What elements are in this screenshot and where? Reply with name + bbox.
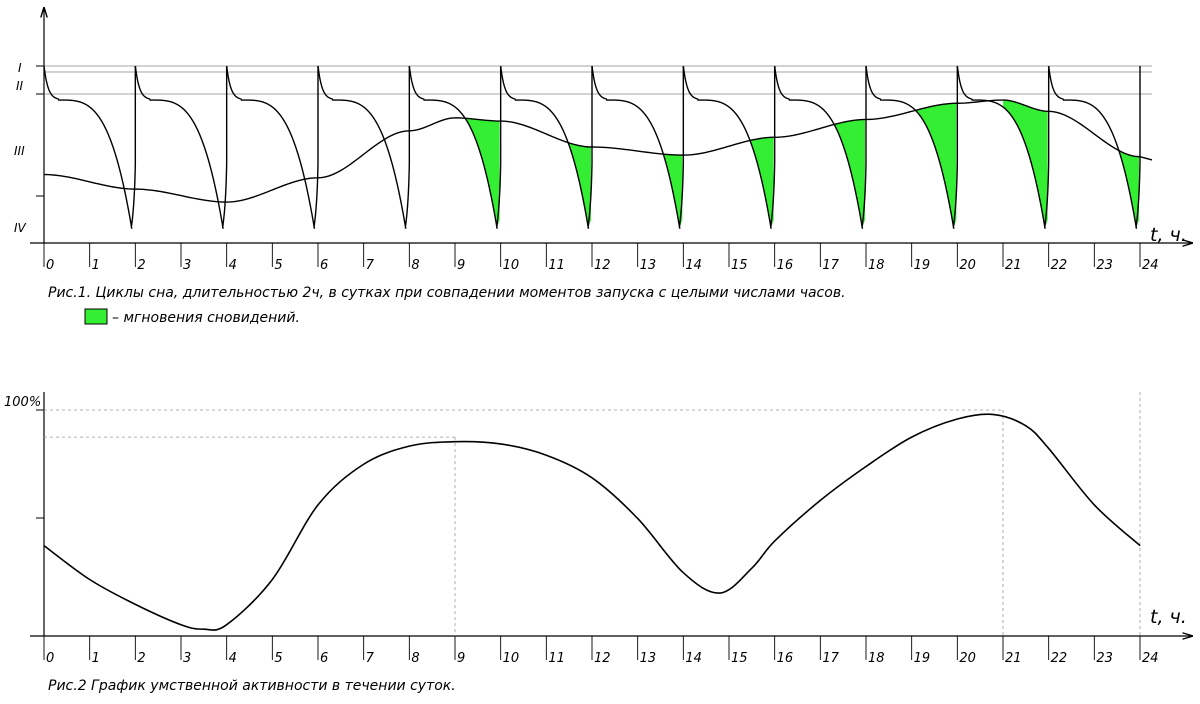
x-tick-label: 6 <box>320 651 328 666</box>
x-tick-label: 18 <box>868 258 885 273</box>
x-tick-label: 14 <box>685 651 702 666</box>
sleep-cycle-curve <box>43 65 137 229</box>
chart2-caption: Рис.2 График умственной активности в теч… <box>48 678 456 694</box>
x-tick-label: 3 <box>183 258 191 273</box>
sleep-cycle-curve <box>408 65 502 229</box>
dream-area <box>915 103 957 228</box>
level-label-III: III <box>14 144 25 158</box>
sleep-cycle-curve <box>499 65 593 229</box>
x-tick-label: 11 <box>548 258 565 273</box>
sleep-cycles-chart: I II III IV 0 1 2 3 4 5 6 7 8 9 10 11 12 13 14 15 16 17 18… <box>14 8 1192 326</box>
x-tick-label: 9 <box>457 651 465 666</box>
x-tick-label: 9 <box>457 258 465 273</box>
x-tick-label: 13 <box>640 258 657 273</box>
mental-activity-curve <box>43 413 1141 631</box>
x-tick-label: 7 <box>366 258 375 273</box>
x-tick-label: 16 <box>777 258 794 273</box>
x-tick-label: 8 <box>411 258 419 273</box>
x-tick-label: 22 <box>1051 651 1068 666</box>
x-tick-label: 14 <box>685 258 702 273</box>
x-tick-label: 6 <box>320 258 328 273</box>
x-tick-label: 4 <box>229 651 237 666</box>
sleep-cycle-curve <box>773 65 867 229</box>
dream-area <box>750 137 774 228</box>
sleep-cycle-curve <box>134 65 228 229</box>
x-tick-label: 13 <box>640 651 657 666</box>
level-label-I: I <box>18 61 22 75</box>
x-tick-label: 17 <box>822 258 839 273</box>
legend-swatch-dreams <box>84 308 108 325</box>
x-tick-label: 16 <box>777 651 794 666</box>
chart2-x-axis-label: t, ч. <box>1150 606 1187 628</box>
x-tick-label: 5 <box>274 258 282 273</box>
level-label-IV: IV <box>14 221 27 235</box>
sleep-cycle-curve <box>591 65 685 229</box>
x-tick-label: 10 <box>503 651 520 666</box>
level-label-II: II <box>16 79 24 93</box>
x-tick-label: 21 <box>1005 258 1022 273</box>
x-tick-label: 19 <box>914 258 931 273</box>
x-tick-label: 12 <box>594 258 611 273</box>
x-tick-label: 0 <box>46 258 54 273</box>
chart2-y-max-label: 100% <box>4 395 41 410</box>
x-tick-label: 2 <box>137 651 145 666</box>
dream-threshold-curve <box>43 99 1153 203</box>
x-tick-label: 23 <box>1096 258 1113 273</box>
sleep-cycle-curve <box>317 65 411 229</box>
x-tick-label: 7 <box>366 651 375 666</box>
x-tick-label: 24 <box>1142 651 1159 666</box>
x-tick-label: 2 <box>137 258 145 273</box>
x-tick-label: 1 <box>92 258 100 273</box>
x-tick-label: 15 <box>731 651 748 666</box>
x-tick-label: 12 <box>594 651 611 666</box>
x-tick-label: 1 <box>92 651 100 666</box>
dream-areas <box>465 100 1139 228</box>
x-tick-label: 20 <box>959 651 976 666</box>
dream-area <box>834 119 865 228</box>
chart1-x-axis-label: t, ч. <box>1150 224 1187 246</box>
x-tick-label: 11 <box>548 651 565 666</box>
x-tick-label: 19 <box>914 651 931 666</box>
sleep-cycle-curve <box>1047 65 1141 229</box>
x-tick-label: 21 <box>1005 651 1022 666</box>
x-tick-label: 0 <box>46 651 54 666</box>
legend-label-dreams: – мгновения сновидений. <box>112 310 300 326</box>
dream-area <box>568 142 591 228</box>
x-tick-label: 22 <box>1051 258 1068 273</box>
x-tick-label: 8 <box>411 651 419 666</box>
x-tick-label: 10 <box>503 258 520 273</box>
sleep-cycle-curve <box>682 65 776 229</box>
sleep-cycle-curve <box>865 65 959 229</box>
x-tick-label: 23 <box>1096 651 1113 666</box>
sleep-cycle-curve <box>225 65 319 229</box>
sleep-cycle-curves <box>43 65 1141 229</box>
x-tick-label: 24 <box>1142 258 1159 273</box>
x-tick-label: 4 <box>229 258 237 273</box>
x-tick-label: 5 <box>274 651 282 666</box>
mental-activity-chart: 100% 0 1 2 3 4 5 6 7 8 9 10 11 12 13 14 15 16 17 18 19 20 21 2… <box>4 392 1192 694</box>
chart1-x-ticks: 0 1 2 3 4 5 6 7 8 9 10 11 12 13 14 15 16 17 18 19 20 21 22 23 24 <box>43 243 1159 273</box>
dream-area <box>1003 100 1048 228</box>
x-tick-label: 15 <box>731 258 748 273</box>
x-tick-label: 3 <box>183 651 191 666</box>
reference-lines <box>44 409 1004 636</box>
chart2-x-ticks: 0 1 2 3 4 5 6 7 8 9 10 11 12 13 14 15 16 17 18 19 20 21 22 23 24 <box>43 636 1159 666</box>
x-tick-label: 17 <box>822 651 839 666</box>
sleep-cycle-curve <box>956 65 1050 229</box>
dream-area <box>465 118 500 228</box>
chart1-caption: Рис.1. Циклы сна, длительностью 2ч, в су… <box>48 285 846 301</box>
x-tick-label: 18 <box>868 651 885 666</box>
x-tick-label: 20 <box>959 258 976 273</box>
